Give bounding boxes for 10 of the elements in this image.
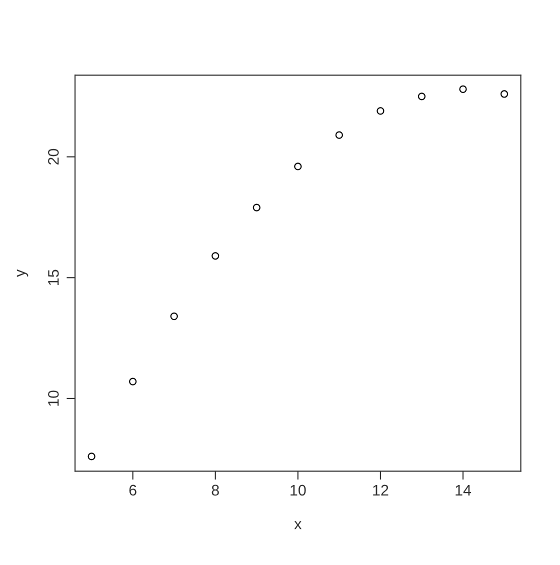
x-axis-title: x [294, 521, 302, 530]
y-axis-title: y [16, 269, 28, 277]
x-tick-label: 10 [290, 484, 306, 496]
y-tick-label: 10 [48, 390, 59, 406]
x-tick-label: 6 [129, 484, 136, 496]
y-tick-label: 20 [48, 148, 59, 165]
x-tick-label: 12 [373, 484, 388, 496]
x-tick-label: 8 [212, 484, 219, 496]
x-tick-label: 14 [456, 484, 472, 496]
y-tick-label: 15 [48, 270, 59, 285]
